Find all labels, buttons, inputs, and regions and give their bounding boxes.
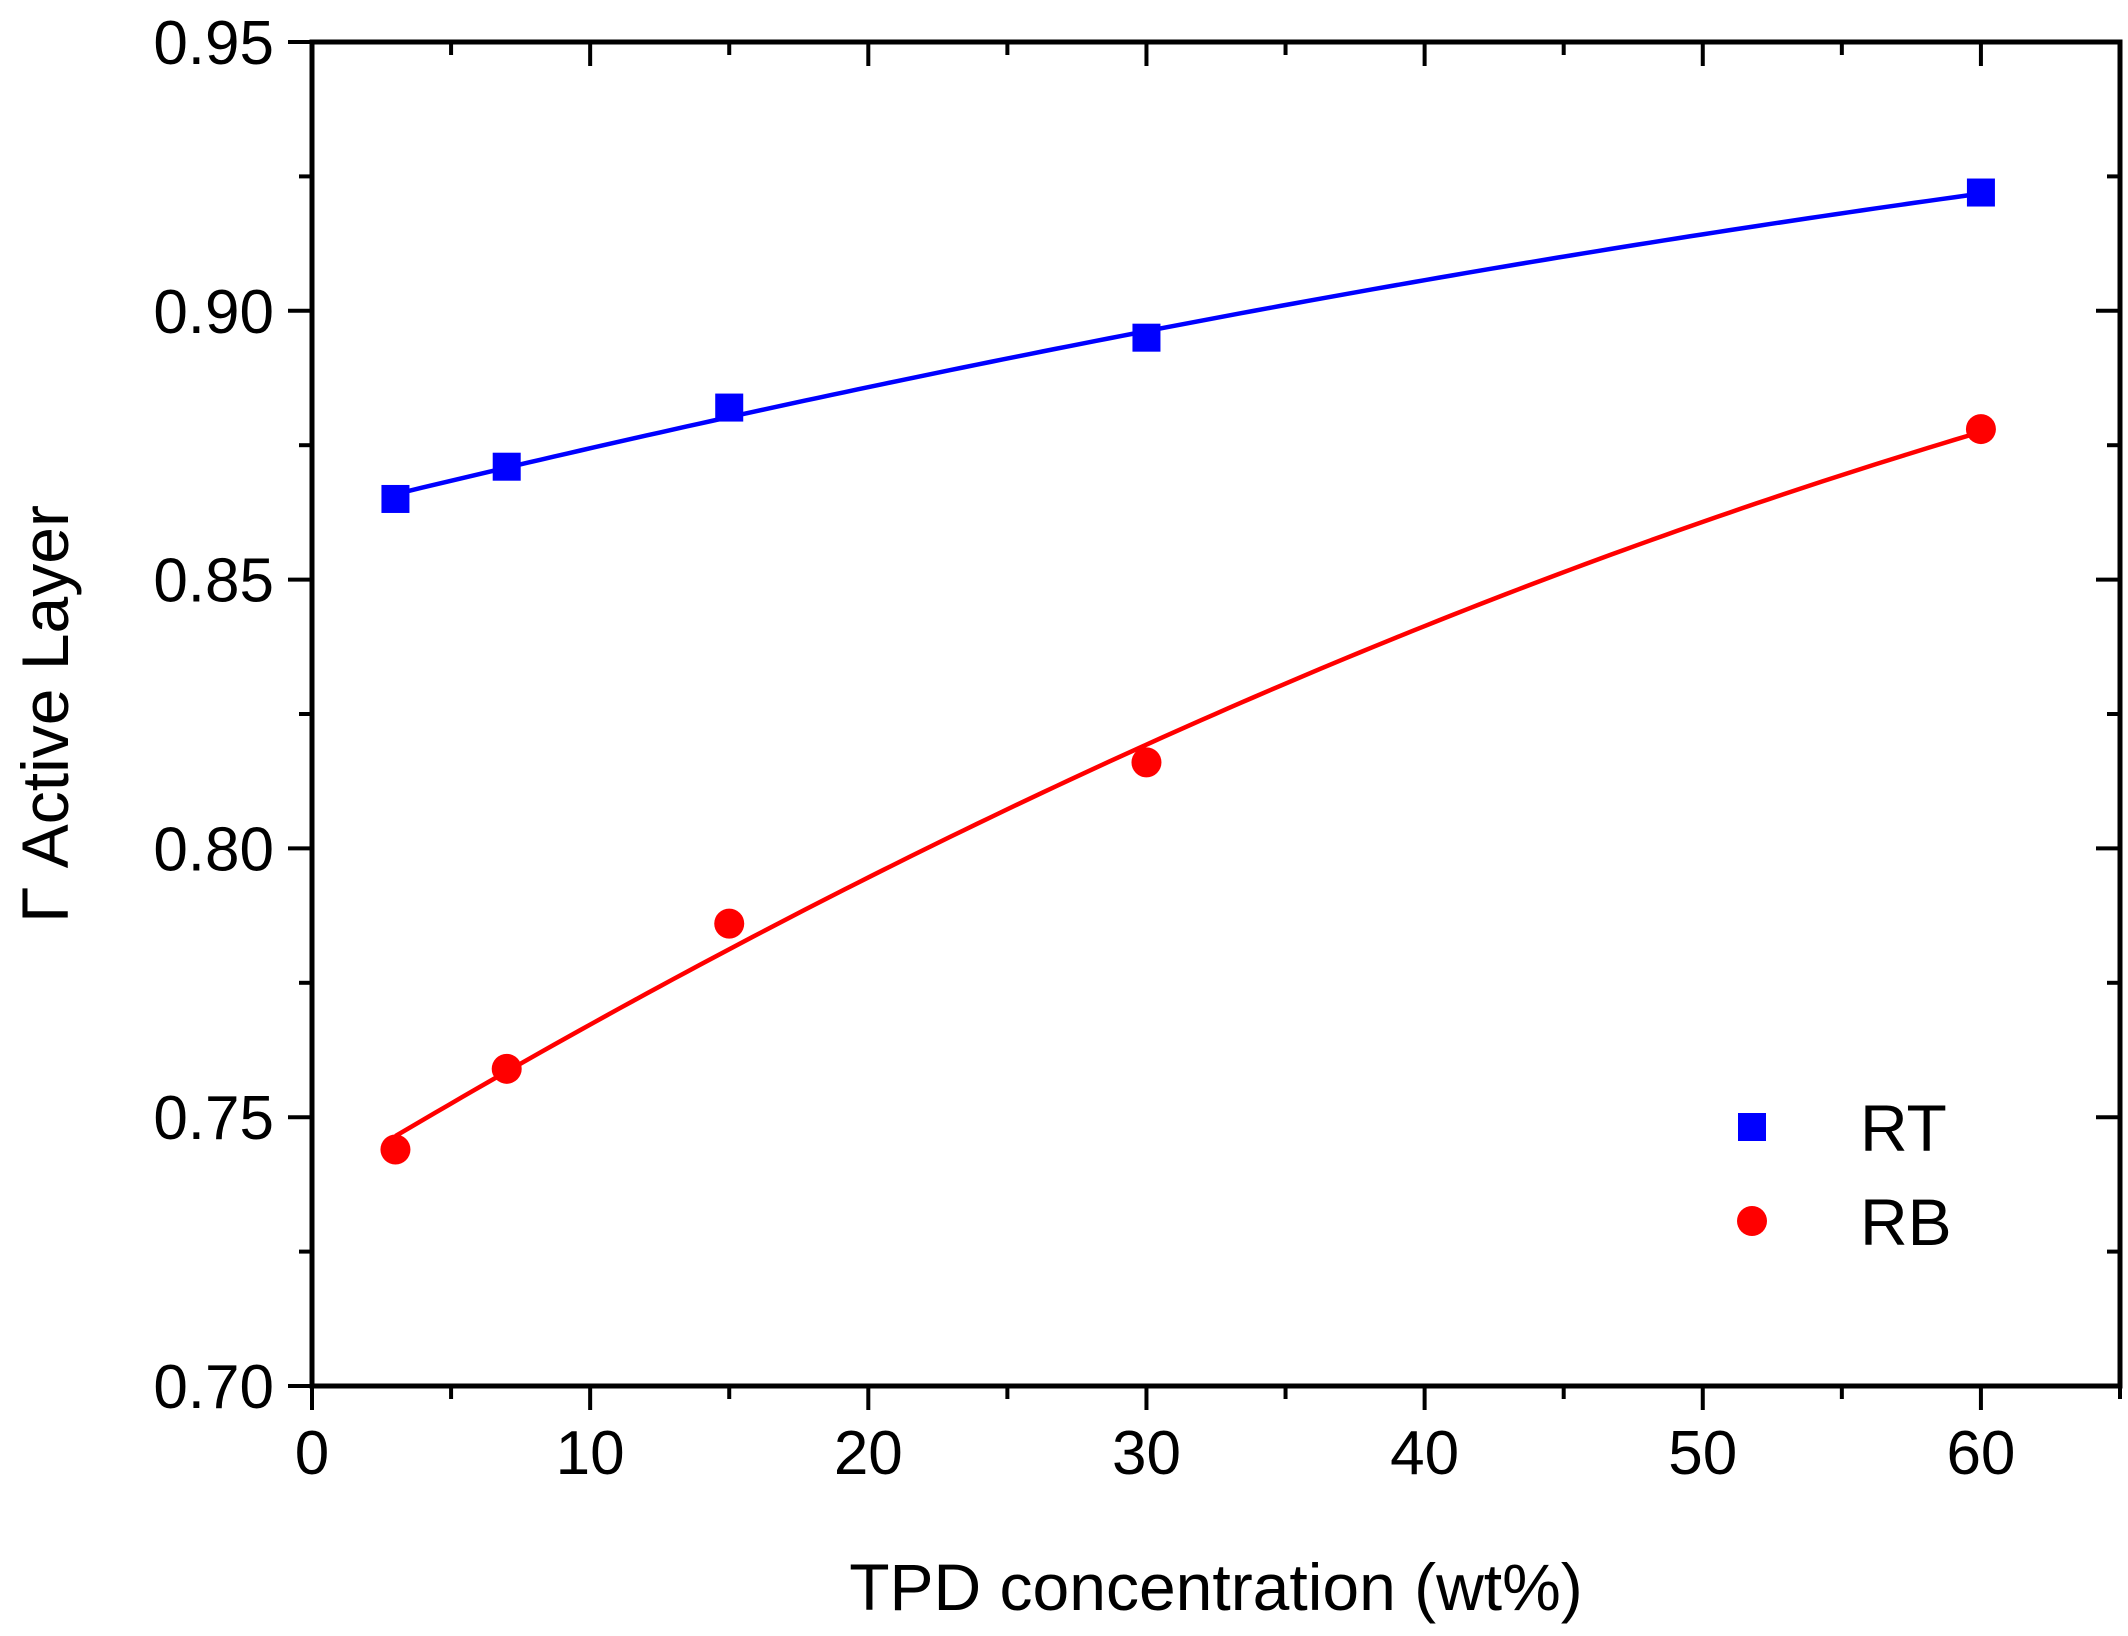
- data-point-rb: [1131, 747, 1162, 778]
- data-point-rb: [491, 1053, 522, 1084]
- fit-curves: [394, 191, 1982, 1139]
- y-tick-label: 0.95: [153, 9, 274, 78]
- legend-label-rb: RB: [1860, 1185, 1952, 1259]
- x-tick-label: 50: [1668, 1419, 1737, 1488]
- x-tick-label: 40: [1390, 1419, 1459, 1488]
- y-tick-label: 0.70: [153, 1353, 274, 1422]
- fit-curve-rt: [394, 191, 1982, 497]
- legend: RT RB: [1737, 1091, 1952, 1259]
- legend-marker-rt: [1738, 1113, 1766, 1141]
- y-tick-label: 0.80: [153, 815, 274, 884]
- data-point-rb: [714, 908, 745, 939]
- data-point-rb: [1965, 414, 1996, 445]
- y-axis-title: Γ Active Layer: [8, 505, 82, 923]
- y-axis-ticks: 0.70 0.75 0.80 0.85 0.90 0.95: [153, 9, 2120, 1422]
- data-point-rt: [1132, 323, 1161, 352]
- legend-label-rt: RT: [1860, 1091, 1947, 1165]
- x-tick-label: 30: [1112, 1419, 1181, 1488]
- data-point-rt: [381, 484, 410, 513]
- data-point-rt: [715, 393, 744, 422]
- y-tick-label: 0.90: [153, 278, 274, 347]
- legend-marker-rb: [1737, 1206, 1767, 1236]
- y-tick-label: 0.85: [153, 547, 274, 616]
- data-point-rb: [380, 1134, 411, 1165]
- data-point-rt: [492, 452, 521, 481]
- data-points: [380, 178, 1996, 1165]
- fit-curve-rb: [394, 429, 1982, 1139]
- x-tick-label: 20: [834, 1419, 903, 1488]
- x-tick-label: 10: [556, 1419, 625, 1488]
- x-tick-label: 60: [1946, 1419, 2015, 1488]
- data-point-rt: [1966, 178, 1995, 207]
- x-tick-label: 0: [295, 1419, 329, 1488]
- x-axis-title: TPD concentration (wt%): [849, 1550, 1583, 1624]
- x-axis-ticks: 0 10 20 30 40 50 60: [295, 42, 2122, 1488]
- y-tick-label: 0.75: [153, 1084, 274, 1153]
